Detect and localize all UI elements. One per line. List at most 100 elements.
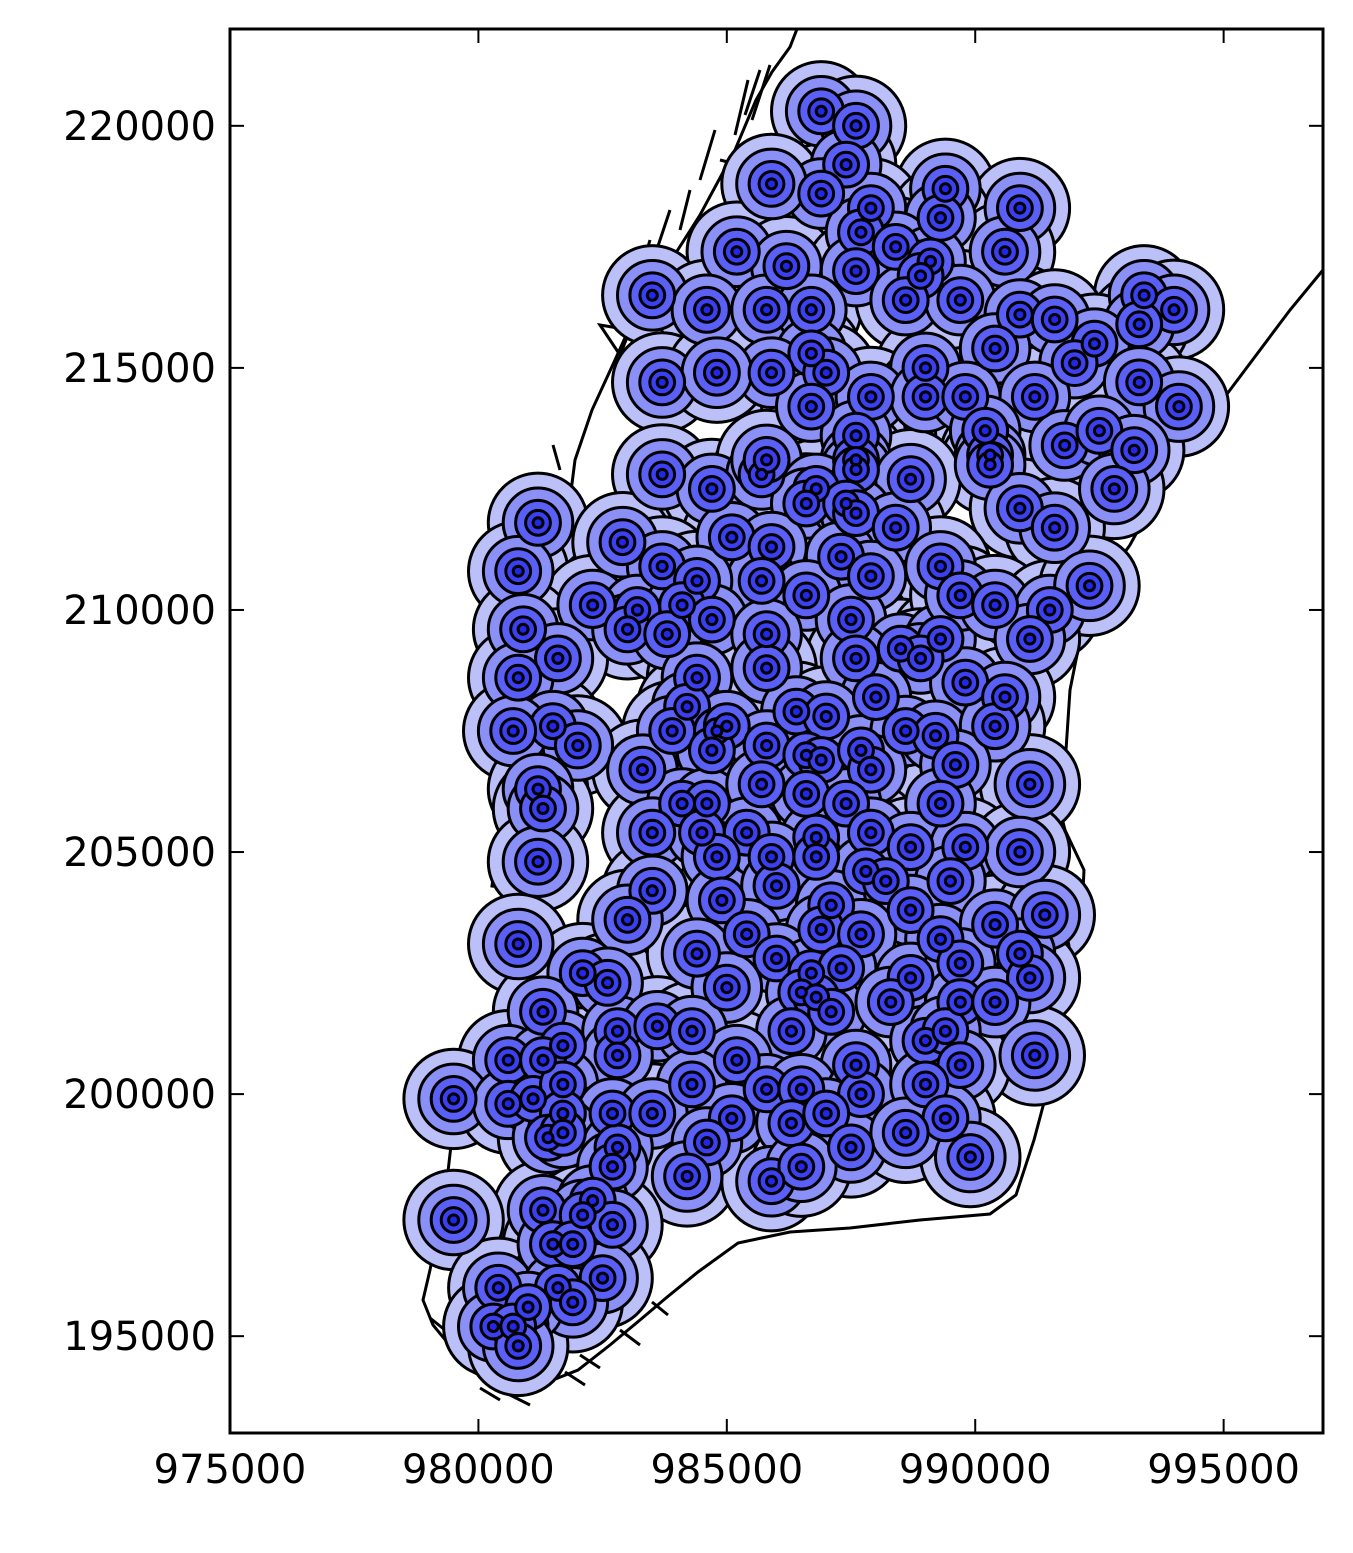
buffer-ring-8-5	[864, 201, 878, 215]
buffer-ring-19-5	[1167, 303, 1181, 317]
buffer-ring-210-5	[556, 1126, 570, 1140]
buffer-ring-127-5	[700, 797, 714, 811]
buffer-ring-84-5	[799, 588, 813, 602]
buffer-ring-81-5	[516, 622, 530, 636]
buffer-ring-98-5	[511, 671, 525, 685]
buffer-ring-89-5	[988, 598, 1002, 612]
buffer-ring-56-5	[755, 467, 769, 481]
buffer-rings-layer	[402, 60, 1231, 1398]
buffer-ring-37-5	[919, 361, 932, 375]
buffer-ring-182-5	[685, 1024, 699, 1038]
buffer-ring-57-5	[760, 453, 774, 467]
buffer-ring-61-5	[1107, 482, 1121, 496]
buffer-ring-132-5	[1023, 777, 1037, 791]
buffer-ring-174-5	[824, 1005, 838, 1019]
buffer-ring-104-5	[680, 700, 694, 714]
buffer-ring-79-5	[630, 603, 644, 617]
buffer-ring-64-5	[725, 530, 739, 544]
buffer-ring-136-5	[809, 831, 823, 844]
buffer-ring-58-5	[809, 482, 823, 496]
buffer-ring-217-5	[680, 1169, 694, 1183]
buffer-ring-1-5	[814, 104, 828, 118]
buffer-ring-198-5	[760, 1082, 774, 1096]
buffer-ring-193-5	[447, 1092, 461, 1106]
y-tick-label: 195000	[63, 1314, 216, 1360]
buffer-ring-162-5	[1013, 947, 1027, 961]
buffer-ring-115-5	[799, 748, 813, 762]
buffer-ring-90-5	[1043, 603, 1057, 617]
y-tick-label: 210000	[63, 588, 216, 634]
buffer-ring-105-5	[789, 705, 803, 719]
buffer-ring-130-5	[839, 797, 853, 811]
buffer-ring-139-5	[904, 840, 918, 854]
buffer-ring-215-5	[963, 1150, 977, 1164]
buffer-ring-5-5	[765, 177, 778, 191]
buffer-ring-103-5	[998, 690, 1012, 704]
buffer-ring-188-5	[536, 1053, 550, 1067]
buffer-ring-233-5	[506, 1320, 520, 1333]
buffer-ring-176-5	[953, 995, 967, 1009]
buffer-ring-230-5	[566, 1295, 580, 1309]
buffer-ring-131-5	[934, 797, 947, 811]
buffer-ring-149-5	[715, 893, 729, 907]
buffer-ring-125-5	[536, 802, 550, 815]
buffer-ring-158-5	[1038, 908, 1052, 922]
buffer-ring-231-5	[521, 1300, 535, 1314]
buffer-ring-99-5	[690, 671, 704, 685]
buffer-ring-181-5	[650, 1019, 664, 1033]
buffer-ring-180-5	[611, 1024, 624, 1038]
buffer-ring-137-5	[809, 850, 823, 864]
buffer-ring-138-5	[864, 826, 878, 840]
buffer-ring-147-5	[943, 874, 957, 888]
buffer-ring-22-5	[760, 303, 774, 317]
buffer-ring-41-5	[864, 390, 878, 404]
buffer-ring-112-5	[720, 719, 734, 733]
buffer-ring-133-5	[645, 826, 659, 840]
buffer-ring-70-5	[1048, 521, 1062, 535]
buffer-ring-140-5	[958, 840, 972, 854]
buffer-ring-88-5	[953, 588, 967, 602]
buffer-ring-208-5	[938, 1111, 952, 1125]
buffer-ring-166-5	[804, 966, 818, 980]
buffer-ring-142-5	[531, 855, 545, 869]
buffer-ring-227-5	[596, 1271, 610, 1285]
buffer-ring-145-5	[859, 864, 873, 878]
buffer-ring-234-5	[511, 1339, 525, 1353]
buffer-ring-72-5	[655, 559, 669, 573]
buffer-ring-93-5	[551, 651, 565, 665]
buffer-ring-161-5	[770, 952, 783, 965]
buffer-ring-106-5	[819, 710, 833, 723]
buffer-ring-169-5	[953, 956, 967, 970]
buffer-ring-207-5	[819, 1107, 833, 1120]
buffer-ring-224-5	[447, 1213, 461, 1227]
buffer-ring-212-5	[700, 1136, 714, 1149]
buffer-ring-40-5	[804, 400, 818, 414]
buffer-ring-228-5	[491, 1281, 505, 1295]
buffer-ring-211-5	[611, 1140, 624, 1154]
buffer-ring-172-5	[794, 985, 808, 999]
buffer-ring-223-5	[606, 1218, 619, 1232]
buffer-ring-28-5	[1132, 317, 1146, 331]
buffer-ring-168-5	[904, 971, 918, 985]
buffer-ring-14-5	[924, 254, 937, 268]
buffer-ring-156-5	[934, 932, 947, 946]
buffer-ring-86-5	[894, 642, 908, 656]
buffer-ring-177-5	[988, 995, 1002, 1009]
buffer-ring-59-5	[799, 497, 813, 510]
buffer-ring-36-5	[710, 366, 724, 380]
buffer-ring-33-5	[988, 342, 1002, 355]
buffer-ring-54-5	[655, 467, 669, 481]
buffer-ring-27-5	[1048, 313, 1062, 326]
buffer-ring-65-5	[765, 540, 778, 554]
buffer-ring-24-5	[899, 293, 913, 307]
buffer-ring-195-5	[526, 1092, 540, 1106]
buffer-ring-68-5	[889, 521, 903, 535]
buffer-ring-184-5	[919, 1034, 932, 1048]
buffer-ring-157-5	[988, 918, 1002, 932]
buffer-ring-35-5	[655, 375, 669, 389]
buffer-ring-126-5	[675, 797, 689, 811]
buffer-ring-190-5	[730, 1053, 744, 1067]
buffer-ring-225-5	[546, 1237, 560, 1251]
buffer-ring-170-5	[1023, 971, 1037, 985]
buffer-ring-11-5	[889, 240, 903, 254]
